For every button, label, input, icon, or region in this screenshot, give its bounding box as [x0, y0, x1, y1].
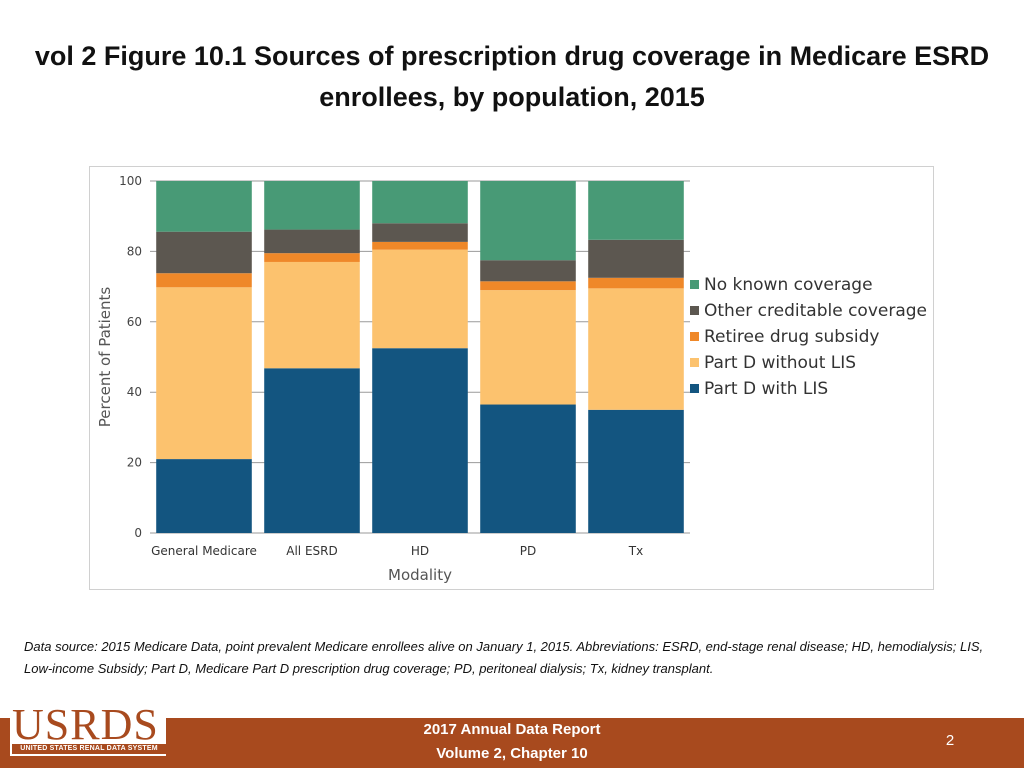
chart-frame: 0 20 40 60 80 100 General Medicare All ESRD HD PD… — [89, 166, 934, 590]
bar-segment — [372, 241, 468, 250]
bar-segment — [264, 253, 360, 262]
legend-label: Part D without LIS — [704, 353, 856, 373]
y-axis-label: Percent of Patients — [96, 287, 114, 428]
bar-segment — [156, 459, 252, 533]
x-tick-label: PD — [520, 544, 536, 558]
footer-report-info: 2017 Annual Data Report Volume 2, Chapte… — [362, 718, 662, 766]
y-tick-label: 20 — [127, 456, 142, 470]
bar-segment — [588, 277, 684, 289]
y-tick-label: 60 — [127, 315, 142, 329]
bar-segment — [480, 281, 576, 291]
footer-bar — [0, 718, 1024, 768]
page-number: 2 — [945, 732, 955, 749]
bar-segment — [264, 181, 360, 230]
bar-segment — [264, 261, 360, 369]
bar-segment — [156, 181, 252, 232]
legend-swatch — [690, 384, 699, 393]
bar-segment — [372, 249, 468, 349]
logo-text: USRDS — [12, 700, 159, 749]
footer-line-1: 2017 Annual Data Report — [423, 721, 601, 738]
x-tick-label: All ESRD — [286, 544, 337, 558]
legend-label: Retiree drug subsidy — [704, 327, 879, 347]
x-tick-label: General Medicare — [151, 544, 257, 558]
usrds-logo: USRDS UNITED STATES RENAL DATA SYSTEM — [10, 700, 166, 756]
x-tick-label: HD — [411, 544, 429, 558]
bar-segment — [372, 223, 468, 242]
bar-segment — [264, 368, 360, 533]
legend-label: Other creditable coverage — [704, 301, 927, 321]
bar-segment — [588, 409, 684, 533]
legend-swatch — [690, 306, 699, 315]
y-tick-label: 80 — [127, 244, 142, 258]
legend-label: Part D with LIS — [704, 379, 828, 399]
x-tick-label: Tx — [628, 544, 643, 558]
bar-segment — [480, 181, 576, 261]
bar-segment — [372, 348, 468, 533]
bar-segment — [156, 231, 252, 274]
logo-subtitle: UNITED STATES RENAL DATA SYSTEM — [12, 744, 166, 754]
data-source-note: Data source: 2015 Medicare Data, point p… — [24, 639, 984, 676]
x-axis-label: Modality — [388, 566, 452, 584]
bar-segment — [264, 229, 360, 254]
page-title: vol 2 Figure 10.1 Sources of prescriptio… — [34, 41, 990, 112]
bar-segment — [156, 287, 252, 460]
bar-segment — [156, 273, 252, 288]
bar-segment — [480, 260, 576, 282]
legend-swatch — [690, 280, 699, 289]
bar-segment — [480, 404, 576, 533]
bar-segment — [372, 181, 468, 224]
y-tick-label: 100 — [119, 174, 142, 188]
legend-swatch — [690, 332, 699, 341]
bar-segment — [588, 239, 684, 278]
stacked-bar-chart: 0 20 40 60 80 100 General Medicare All ESRD HD PD… — [96, 174, 927, 584]
y-tick-label: 0 — [134, 526, 142, 540]
legend-label: No known coverage — [704, 275, 873, 295]
bar-segment — [480, 290, 576, 405]
footer-line-2: Volume 2, Chapter 10 — [436, 745, 588, 762]
legend-swatch — [690, 358, 699, 367]
y-tick-label: 40 — [127, 385, 142, 399]
bar-segment — [588, 288, 684, 410]
bar-segment — [588, 181, 684, 240]
